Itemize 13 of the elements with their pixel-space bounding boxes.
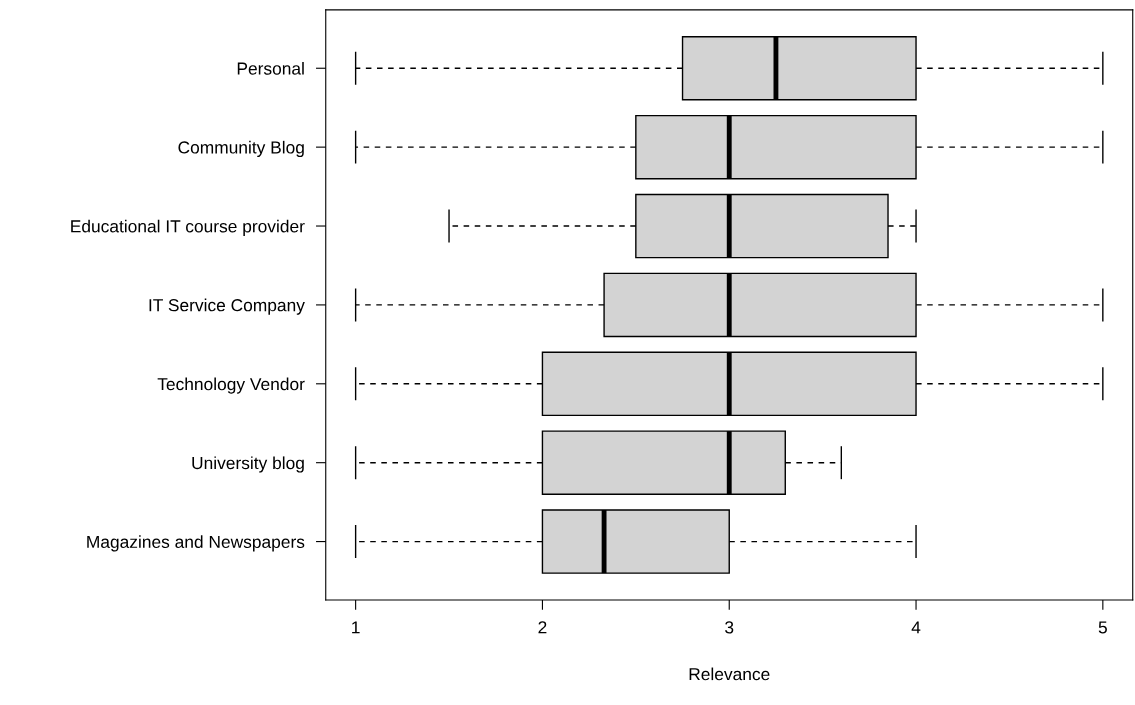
x-tick-label: 3 xyxy=(725,621,734,634)
x-axis-title: Relevance xyxy=(689,667,770,681)
y-tick-label: Technology Vendor xyxy=(157,377,305,394)
y-tick-label: Community Blog xyxy=(178,140,304,158)
x-tick-label: 1 xyxy=(352,621,360,634)
y-tick-label: IT Service Company xyxy=(149,298,305,315)
y-tick-label: University blog xyxy=(192,456,304,473)
x-tick-label: 4 xyxy=(911,621,921,634)
y-tick-label: Personal xyxy=(237,61,304,75)
y-tick-label: Magazines and Newspapers xyxy=(87,535,305,552)
x-tick-label: 2 xyxy=(538,621,547,634)
x-tick-label: 5 xyxy=(1098,621,1107,634)
y-tick-label: Educational IT course provider xyxy=(71,219,305,236)
